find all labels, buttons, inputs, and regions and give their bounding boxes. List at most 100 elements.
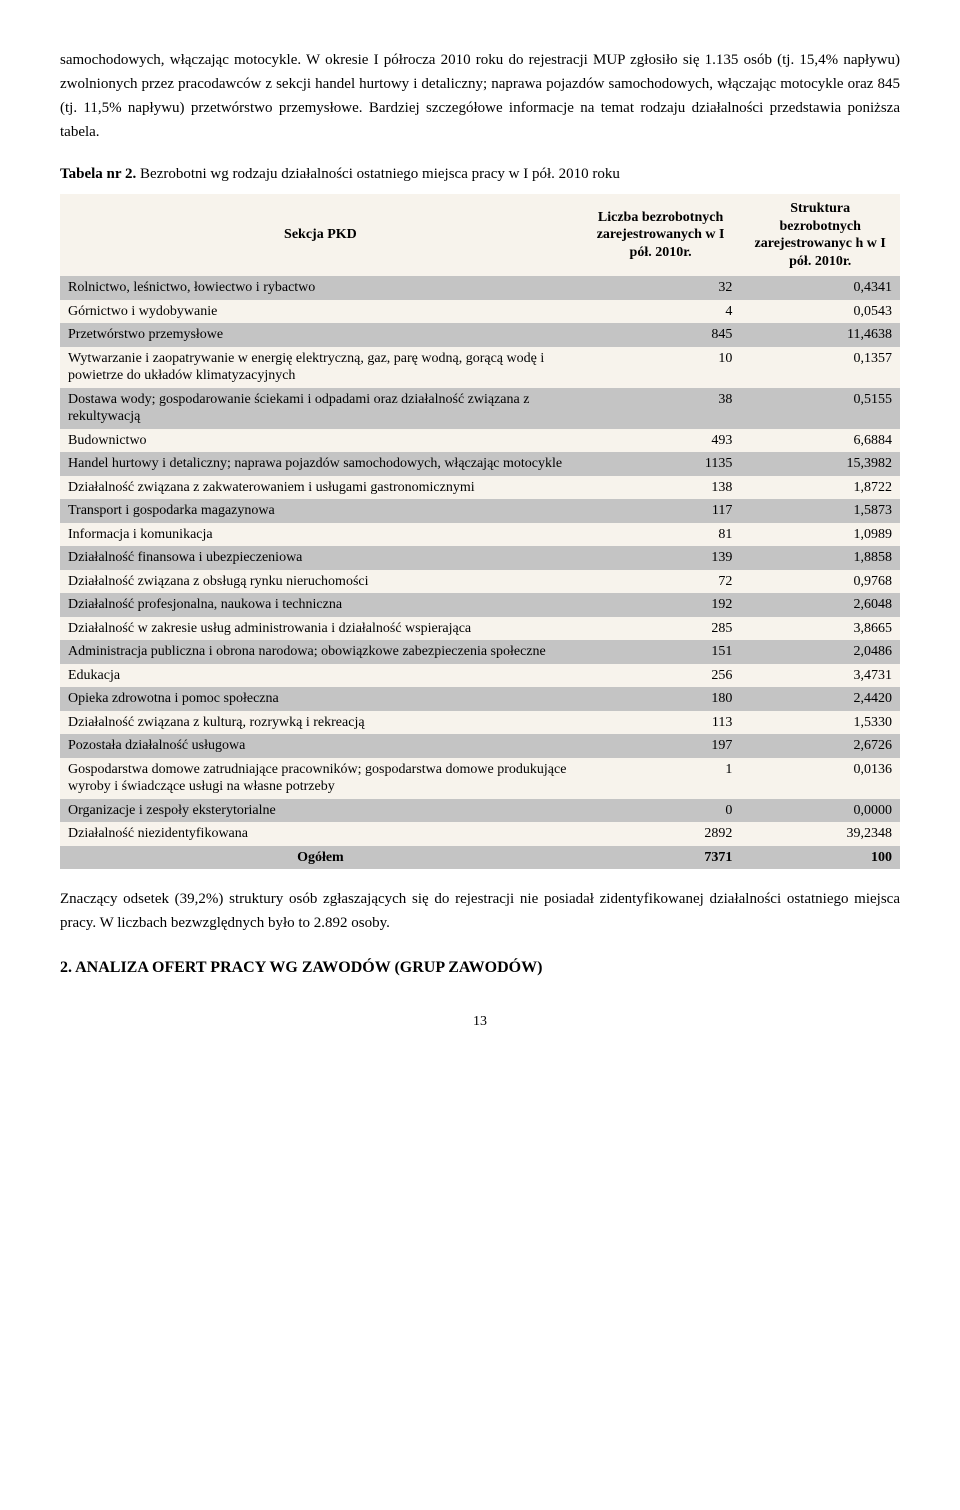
- row-count: 180: [581, 687, 741, 711]
- row-share: 11,4638: [740, 323, 900, 347]
- row-count: 81: [581, 523, 741, 547]
- table-row: Transport i gospodarka magazynowa1171,58…: [60, 499, 900, 523]
- table-row: Informacja i komunikacja811,0989: [60, 523, 900, 547]
- row-name: Wytwarzanie i zaopatrywanie w energię el…: [60, 347, 581, 388]
- row-name: Górnictwo i wydobywanie: [60, 300, 581, 324]
- pkd-table: Sekcja PKD Liczba bezrobotnych zarejestr…: [60, 194, 900, 869]
- table-row: Działalność finansowa i ubezpieczeniowa1…: [60, 546, 900, 570]
- row-count: 493: [581, 429, 741, 453]
- row-count: 117: [581, 499, 741, 523]
- row-share: 2,4420: [740, 687, 900, 711]
- row-name: Dostawa wody; gospodarowanie ściekami i …: [60, 388, 581, 429]
- row-name: Organizacje i zespoły eksterytorialne: [60, 799, 581, 823]
- total-label: Ogółem: [60, 846, 581, 870]
- table-caption: Tabela nr 2. Bezrobotni wg rodzaju dział…: [60, 162, 900, 186]
- row-count: 197: [581, 734, 741, 758]
- row-count: 256: [581, 664, 741, 688]
- row-share: 1,8722: [740, 476, 900, 500]
- total-share: 100: [740, 846, 900, 870]
- row-share: 1,5873: [740, 499, 900, 523]
- table-header-row: Sekcja PKD Liczba bezrobotnych zarejestr…: [60, 194, 900, 276]
- table-row: Działalność związana z kulturą, rozrywką…: [60, 711, 900, 735]
- row-name: Działalność związana z kulturą, rozrywką…: [60, 711, 581, 735]
- row-name: Działalność finansowa i ubezpieczeniowa: [60, 546, 581, 570]
- row-share: 0,0136: [740, 758, 900, 799]
- table-row: Rolnictwo, leśnictwo, łowiectwo i rybact…: [60, 276, 900, 300]
- row-name: Przetwórstwo przemysłowe: [60, 323, 581, 347]
- row-name: Rolnictwo, leśnictwo, łowiectwo i rybact…: [60, 276, 581, 300]
- row-share: 0,9768: [740, 570, 900, 594]
- row-share: 1,0989: [740, 523, 900, 547]
- row-count: 1135: [581, 452, 741, 476]
- total-count: 7371: [581, 846, 741, 870]
- row-count: 72: [581, 570, 741, 594]
- row-count: 32: [581, 276, 741, 300]
- table-row: Działalność związana z obsługą rynku nie…: [60, 570, 900, 594]
- row-name: Gospodarstwa domowe zatrudniające pracow…: [60, 758, 581, 799]
- table-row: Działalność profesjonalna, naukowa i tec…: [60, 593, 900, 617]
- row-name: Informacja i komunikacja: [60, 523, 581, 547]
- row-count: 285: [581, 617, 741, 641]
- col-header-struktura: Struktura bezrobotnych zarejestrowanyc h…: [740, 194, 900, 276]
- table-row: Górnictwo i wydobywanie40,0543: [60, 300, 900, 324]
- table-row: Działalność związana z zakwaterowaniem i…: [60, 476, 900, 500]
- row-count: 4: [581, 300, 741, 324]
- row-count: 845: [581, 323, 741, 347]
- row-share: 1,5330: [740, 711, 900, 735]
- table-row: Pozostała działalność usługowa1972,6726: [60, 734, 900, 758]
- row-share: 1,8858: [740, 546, 900, 570]
- table-row: Handel hurtowy i detaliczny; naprawa poj…: [60, 452, 900, 476]
- row-name: Pozostała działalność usługowa: [60, 734, 581, 758]
- table-row: Administracja publiczna i obrona narodow…: [60, 640, 900, 664]
- table-row: Organizacje i zespoły eksterytorialne00,…: [60, 799, 900, 823]
- row-share: 0,4341: [740, 276, 900, 300]
- row-share: 3,8665: [740, 617, 900, 641]
- table-row: Działalność niezidentyfikowana289239,234…: [60, 822, 900, 846]
- table-row: Wytwarzanie i zaopatrywanie w energię el…: [60, 347, 900, 388]
- col-header-sekcja: Sekcja PKD: [60, 194, 581, 276]
- table-caption-prefix: Tabela nr 2.: [60, 166, 136, 182]
- row-share: 0,0000: [740, 799, 900, 823]
- row-name: Działalność związana z obsługą rynku nie…: [60, 570, 581, 594]
- row-count: 1: [581, 758, 741, 799]
- table-row: Budownictwo4936,6884: [60, 429, 900, 453]
- row-share: 0,1357: [740, 347, 900, 388]
- row-count: 0: [581, 799, 741, 823]
- row-share: 2,6726: [740, 734, 900, 758]
- row-name: Działalność w zakresie usług administrow…: [60, 617, 581, 641]
- row-name: Transport i gospodarka magazynowa: [60, 499, 581, 523]
- row-count: 10: [581, 347, 741, 388]
- row-share: 6,6884: [740, 429, 900, 453]
- row-share: 0,5155: [740, 388, 900, 429]
- row-name: Budownictwo: [60, 429, 581, 453]
- row-share: 3,4731: [740, 664, 900, 688]
- row-name: Administracja publiczna i obrona narodow…: [60, 640, 581, 664]
- row-count: 113: [581, 711, 741, 735]
- row-name: Działalność związana z zakwaterowaniem i…: [60, 476, 581, 500]
- row-count: 2892: [581, 822, 741, 846]
- row-share: 15,3982: [740, 452, 900, 476]
- closing-paragraph: Znaczący odsetek (39,2%) struktury osób …: [60, 887, 900, 935]
- row-share: 2,0486: [740, 640, 900, 664]
- row-name: Handel hurtowy i detaliczny; naprawa poj…: [60, 452, 581, 476]
- table-total-row: Ogółem7371100: [60, 846, 900, 870]
- page-number: 13: [60, 1011, 900, 1033]
- row-name: Działalność profesjonalna, naukowa i tec…: [60, 593, 581, 617]
- row-name: Działalność niezidentyfikowana: [60, 822, 581, 846]
- table-row: Edukacja2563,4731: [60, 664, 900, 688]
- table-caption-rest: Bezrobotni wg rodzaju działalności ostat…: [136, 166, 620, 182]
- row-count: 139: [581, 546, 741, 570]
- table-row: Działalność w zakresie usług administrow…: [60, 617, 900, 641]
- row-share: 0,0543: [740, 300, 900, 324]
- table-row: Dostawa wody; gospodarowanie ściekami i …: [60, 388, 900, 429]
- row-count: 38: [581, 388, 741, 429]
- table-row: Opieka zdrowotna i pomoc społeczna1802,4…: [60, 687, 900, 711]
- table-row: Przetwórstwo przemysłowe84511,4638: [60, 323, 900, 347]
- row-count: 138: [581, 476, 741, 500]
- row-share: 2,6048: [740, 593, 900, 617]
- col-header-liczba: Liczba bezrobotnych zarejestrowanych w I…: [581, 194, 741, 276]
- table-row: Gospodarstwa domowe zatrudniające pracow…: [60, 758, 900, 799]
- row-name: Edukacja: [60, 664, 581, 688]
- row-count: 192: [581, 593, 741, 617]
- row-share: 39,2348: [740, 822, 900, 846]
